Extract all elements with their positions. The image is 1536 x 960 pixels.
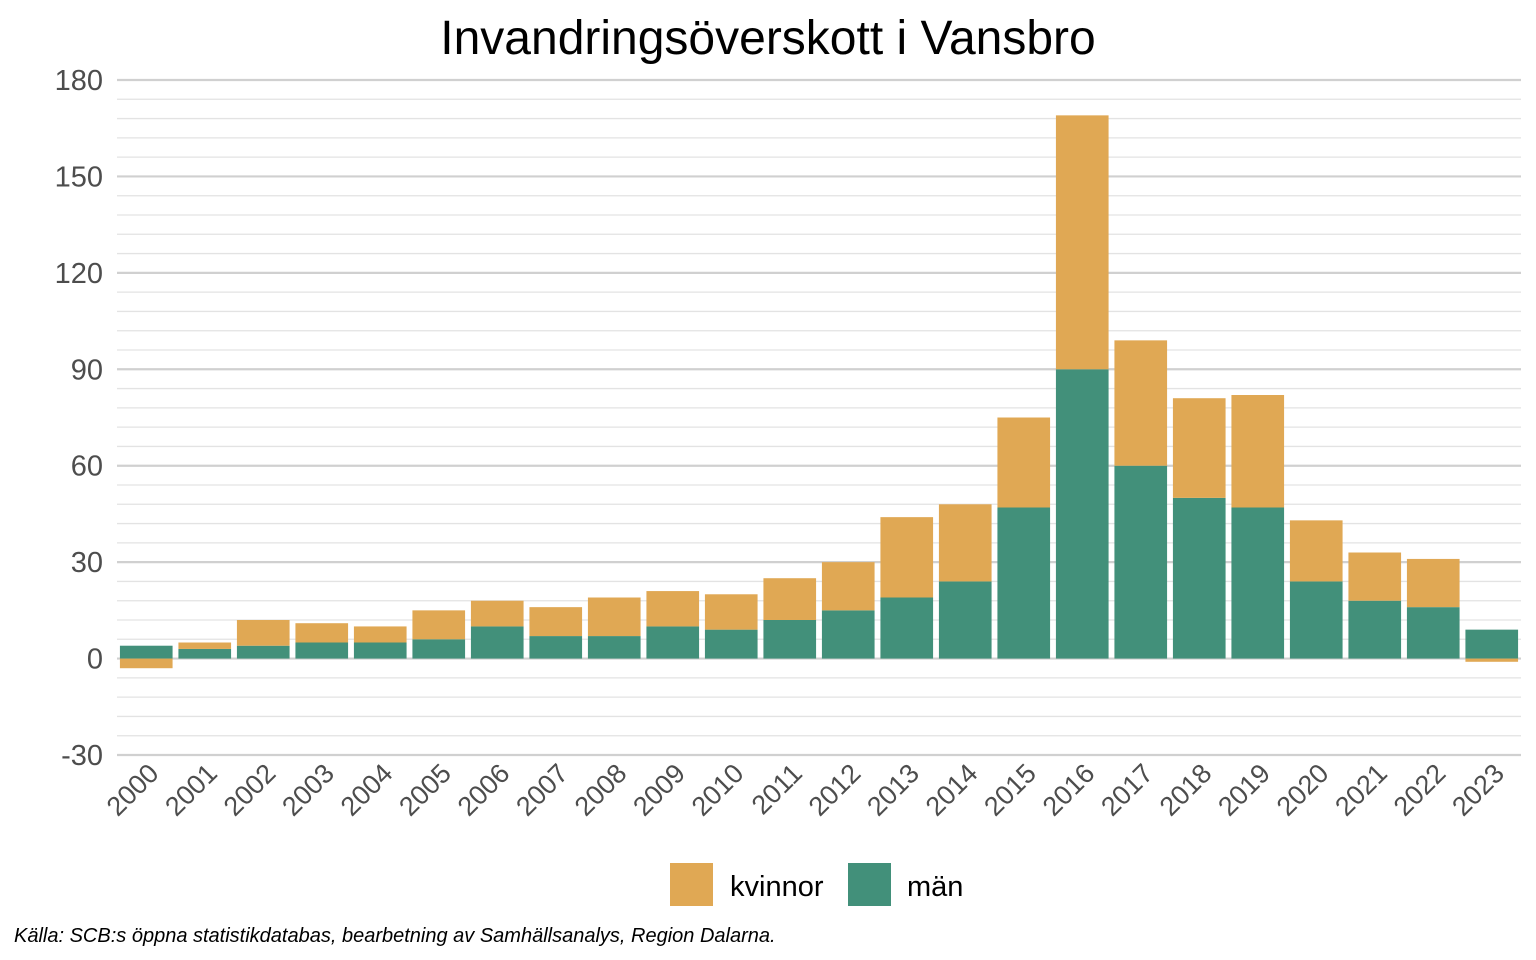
bar-2014-män	[938, 581, 992, 659]
bar-2004-män	[353, 642, 407, 659]
bar-2007-män	[529, 636, 583, 659]
x-tick-label: 2017	[1095, 758, 1159, 822]
bar-2017-kvinnor	[1114, 340, 1168, 466]
bar-2006-kvinnor	[470, 600, 524, 627]
bar-2012-män	[821, 610, 875, 659]
bar-2010-kvinnor	[704, 594, 758, 630]
bar-2022-kvinnor	[1406, 558, 1460, 608]
x-tick-label: 2004	[335, 758, 399, 822]
y-tick-label: 30	[71, 547, 103, 579]
grid	[117, 78, 1521, 757]
bar-2022-män	[1406, 607, 1460, 659]
x-tick-label: 2000	[101, 758, 165, 822]
x-tick-label: 2007	[510, 758, 574, 822]
y-tick-label: 120	[55, 258, 103, 290]
bar-2000-män	[119, 645, 173, 659]
x-tick-label: 2012	[803, 758, 867, 822]
x-tick-label: 2005	[393, 758, 457, 822]
bar-2018-kvinnor	[1172, 398, 1226, 498]
x-tick-label: 2006	[452, 758, 516, 822]
bar-2004-kvinnor	[353, 626, 407, 643]
bar-2017-män	[1114, 465, 1168, 659]
bar-2020-kvinnor	[1289, 520, 1343, 582]
bar-2019-män	[1231, 507, 1285, 659]
bar-2008-män	[587, 636, 641, 659]
bar-2002-kvinnor	[236, 620, 290, 646]
legend-label-män: män	[907, 871, 963, 903]
bar-2001-kvinnor	[178, 642, 232, 649]
bar-2012-kvinnor	[821, 562, 875, 611]
bar-2015-kvinnor	[997, 417, 1051, 508]
y-axis: -30 0 30 60 90 120 150 180	[55, 65, 103, 772]
x-tick-label: 2003	[276, 758, 340, 822]
bar-2023-kvinnor	[1465, 658, 1519, 662]
bar-2021-män	[1348, 600, 1402, 659]
bar-2016-män	[1055, 369, 1109, 659]
source-caption: Källa: SCB:s öppna statistikdatabas, bea…	[14, 925, 776, 947]
bar-2011-män	[763, 620, 817, 659]
bar-2007-kvinnor	[529, 607, 583, 637]
x-tick-label: 2011	[746, 758, 808, 820]
x-tick-label: 2022	[1388, 758, 1452, 822]
bar-2010-män	[704, 629, 758, 659]
x-axis: 2000200120022003200420052006200720082009…	[101, 758, 1510, 822]
bar-2005-kvinnor	[412, 610, 466, 640]
x-tick-label: 2018	[1154, 758, 1218, 822]
legend: kvinnor män	[670, 863, 963, 906]
y-tick-label: 0	[87, 644, 103, 676]
bar-2015-män	[997, 507, 1051, 659]
x-tick-label: 2010	[686, 758, 750, 822]
bar-2005-män	[412, 639, 466, 659]
bar-2011-kvinnor	[763, 578, 817, 620]
bar-2009-kvinnor	[646, 591, 700, 627]
bar-2002-män	[236, 645, 290, 659]
bar-2023-män	[1465, 629, 1519, 659]
x-tick-label: 2020	[1271, 758, 1335, 822]
x-tick-label: 2008	[569, 758, 633, 822]
bar-2009-män	[646, 626, 700, 659]
legend-swatch-män	[848, 863, 891, 906]
y-tick-label: -30	[61, 740, 103, 772]
x-tick-label: 2015	[978, 758, 1042, 822]
legend-swatch-kvinnor	[670, 863, 713, 906]
bar-2019-kvinnor	[1231, 395, 1285, 508]
x-tick-label: 2009	[627, 758, 691, 822]
bar-2013-män	[880, 597, 934, 659]
bar-2008-kvinnor	[587, 597, 641, 637]
bar-2016-kvinnor	[1055, 115, 1109, 370]
x-tick-label: 2002	[218, 758, 282, 822]
x-tick-label: 2023	[1446, 758, 1510, 822]
y-tick-label: 60	[71, 451, 103, 483]
x-tick-label: 2019	[1212, 758, 1276, 822]
bar-2018-män	[1172, 497, 1226, 659]
x-tick-label: 2016	[1037, 758, 1101, 822]
bar-2013-kvinnor	[880, 517, 934, 598]
x-tick-label: 2014	[920, 758, 984, 822]
bar-2003-män	[295, 642, 349, 659]
y-tick-label: 90	[71, 354, 103, 386]
x-tick-label: 2021	[1329, 758, 1393, 822]
bar-2003-kvinnor	[295, 623, 349, 643]
bars	[119, 115, 1519, 669]
bar-2000-kvinnor	[119, 658, 173, 669]
y-tick-label: 180	[55, 65, 103, 97]
bar-2001-män	[178, 648, 232, 659]
legend-label-kvinnor: kvinnor	[730, 871, 824, 903]
bar-2006-män	[470, 626, 524, 659]
x-tick-label: 2013	[861, 758, 925, 822]
y-tick-label: 150	[55, 161, 103, 193]
x-tick-label: 2001	[159, 758, 223, 822]
chart-title: Invandringsöverskott i Vansbro	[440, 12, 1095, 65]
bar-2021-kvinnor	[1348, 552, 1402, 601]
bar-2020-män	[1289, 581, 1343, 659]
bar-2014-kvinnor	[938, 504, 992, 582]
